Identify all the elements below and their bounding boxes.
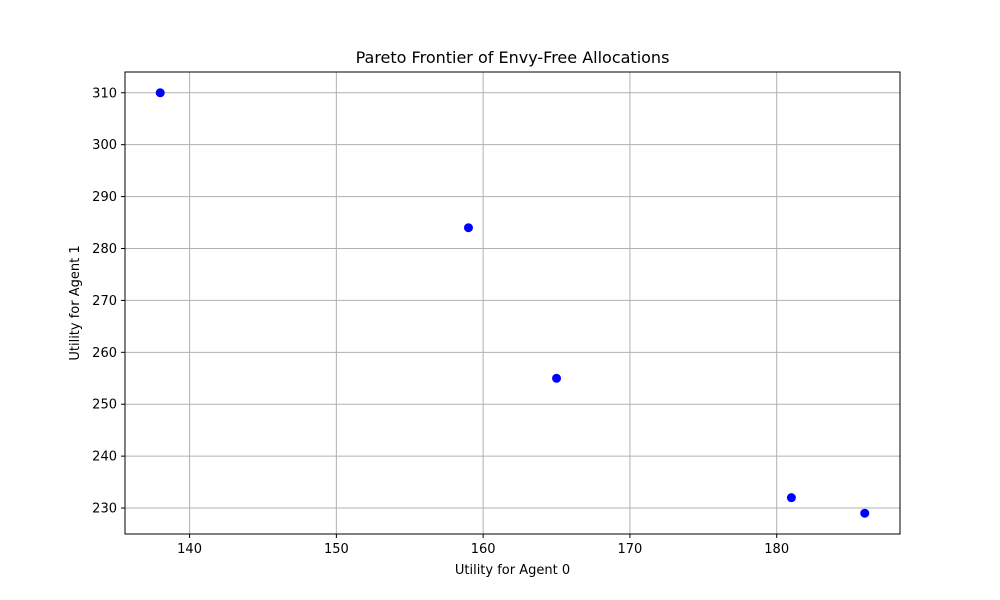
grid [125, 72, 900, 534]
x-axis-ticks: 140 150 160 170 180 [177, 534, 789, 557]
chart-title: Pareto Frontier of Envy-Free Allocations [356, 48, 670, 67]
y-tick-label: 230 [92, 502, 117, 517]
data-point [786, 493, 796, 503]
y-tick-label: 280 [92, 242, 117, 257]
y-tick-label: 300 [92, 138, 117, 153]
x-tick-label: 150 [324, 542, 349, 557]
plot-area-frame [124, 71, 901, 535]
data-point [860, 508, 870, 518]
y-tick-label: 260 [92, 346, 117, 361]
data-point [552, 373, 562, 383]
x-tick-label: 180 [764, 542, 789, 557]
y-axis-ticks: 230 240 250 260 270 280 290 300 310 [92, 86, 125, 517]
y-tick-label: 290 [92, 190, 117, 205]
x-tick-label: 160 [471, 542, 496, 557]
data-point [463, 223, 473, 233]
x-tick-label: 170 [618, 542, 643, 557]
y-tick-label: 270 [92, 294, 117, 309]
y-tick-label: 240 [92, 450, 117, 465]
y-tick-label: 250 [92, 398, 117, 413]
x-axis-title: Utility for Agent 0 [455, 563, 570, 578]
data-points [155, 88, 870, 518]
y-tick-label: 310 [92, 86, 117, 101]
y-axis-title: Utility for Agent 1 [68, 245, 83, 360]
data-point [155, 88, 165, 98]
x-tick-label: 140 [177, 542, 202, 557]
